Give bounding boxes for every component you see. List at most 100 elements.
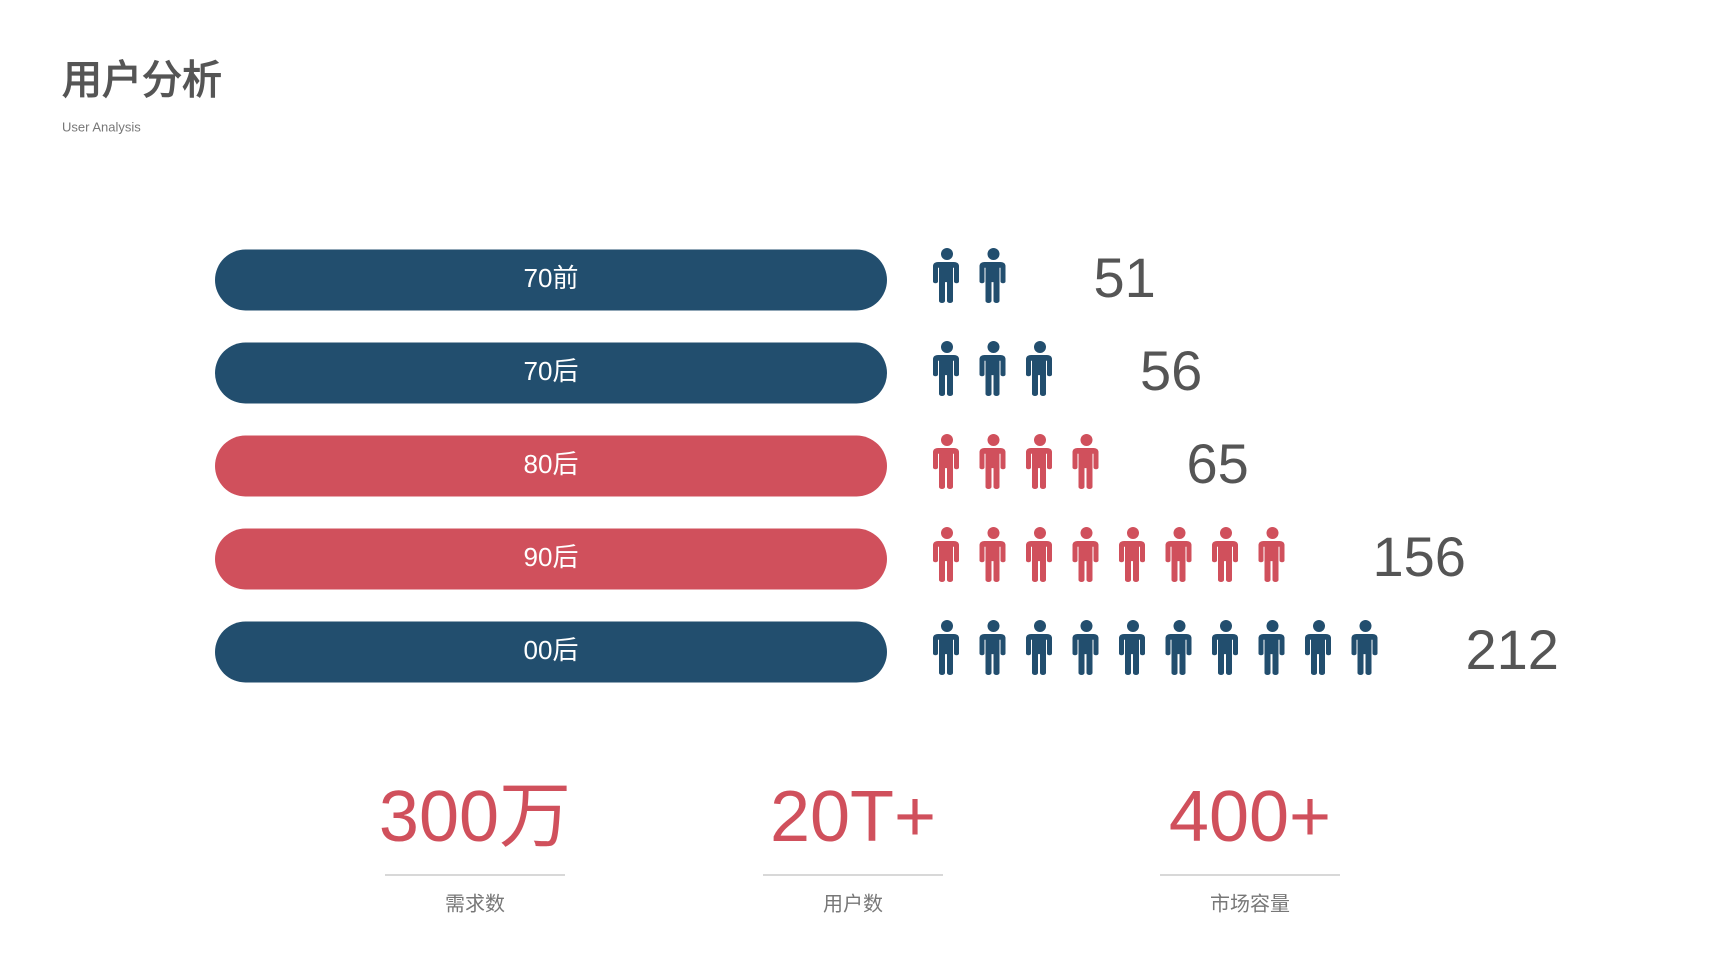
person-head [1034,527,1046,539]
title: 用户分析 [62,59,222,103]
person-head [941,434,953,446]
category-label: 80后 [524,449,579,479]
person-head [1127,527,1139,539]
row-value: 51 [1094,246,1156,309]
category-pill [215,528,887,590]
person-body [1165,541,1192,583]
person-body [1165,634,1192,676]
person-icon [1072,434,1099,490]
person-icon [1119,620,1145,676]
person-icon [1212,620,1238,676]
person-head [1313,620,1325,632]
person-head [987,434,1000,446]
category-label: 70前 [524,263,579,293]
person-icon [1165,620,1192,676]
person-body [933,634,959,676]
person-body [1026,448,1052,490]
person-head [1034,434,1046,446]
person-body [979,541,1006,583]
person-head [1173,620,1186,632]
person-icon [979,434,1006,490]
person-head [1266,527,1279,539]
person-icon [979,341,1006,397]
person-head [1127,620,1139,632]
person-body [1026,355,1052,397]
person-body [979,262,1006,304]
person-body [979,355,1006,397]
category-label: 90后 [524,542,579,572]
person-head [987,620,1000,632]
stat-value: 400+ [1169,777,1331,857]
person-icon [933,527,959,583]
row-value: 212 [1466,618,1559,681]
person-head [1034,620,1046,632]
person-head [1034,341,1046,353]
person-head [1220,527,1232,539]
person-head [941,341,953,353]
person-head [987,248,1000,260]
person-icon [1351,620,1378,676]
person-icon [933,341,959,397]
stat-value: 300万 [379,777,571,857]
person-body [1119,541,1145,583]
person-body [979,634,1006,676]
person-head [941,620,953,632]
category-pill [215,249,887,311]
person-icon [933,620,959,676]
person-icon [933,248,959,304]
person-body [1258,541,1285,583]
row-value: 56 [1140,339,1202,402]
person-head [1266,620,1279,632]
person-head [987,341,1000,353]
person-body [1026,541,1052,583]
person-head [941,527,953,539]
category-label: 00后 [524,635,579,665]
person-body [1119,634,1145,676]
person-head [987,527,1000,539]
person-icon [979,527,1006,583]
person-icon [1026,527,1052,583]
person-head [941,248,953,260]
person-icon [1119,527,1145,583]
category-pill [215,435,887,497]
person-head [1080,434,1093,446]
person-body [1212,634,1238,676]
person-icon [1258,620,1285,676]
person-icon [1305,620,1331,676]
person-body [933,448,959,490]
person-body [979,448,1006,490]
subtitle: User Analysis [62,119,141,134]
row-value: 156 [1373,525,1466,588]
stat-label: 用户数 [823,892,883,915]
person-icon [1026,620,1052,676]
person-body [933,355,959,397]
category-label: 70后 [524,356,579,386]
person-body [933,262,959,304]
row-value: 65 [1187,432,1249,495]
person-icon [1072,620,1099,676]
person-icon [1026,434,1052,490]
person-body [1072,634,1099,676]
person-icon [1258,527,1285,583]
person-icon [1165,527,1192,583]
person-head [1173,527,1186,539]
person-head [1080,620,1093,632]
person-body [1258,634,1285,676]
person-head [1080,527,1093,539]
person-body [1212,541,1238,583]
stat-label: 需求数 [445,892,505,915]
person-icon [933,434,959,490]
person-icon [1026,341,1052,397]
category-pill [215,621,887,683]
person-body [1072,448,1099,490]
person-icon [979,248,1006,304]
person-body [933,541,959,583]
person-body [1072,541,1099,583]
stat-value: 20T+ [770,777,936,857]
person-body [1351,634,1378,676]
person-icon [979,620,1006,676]
person-body [1026,634,1052,676]
person-head [1220,620,1232,632]
category-pill [215,342,887,404]
